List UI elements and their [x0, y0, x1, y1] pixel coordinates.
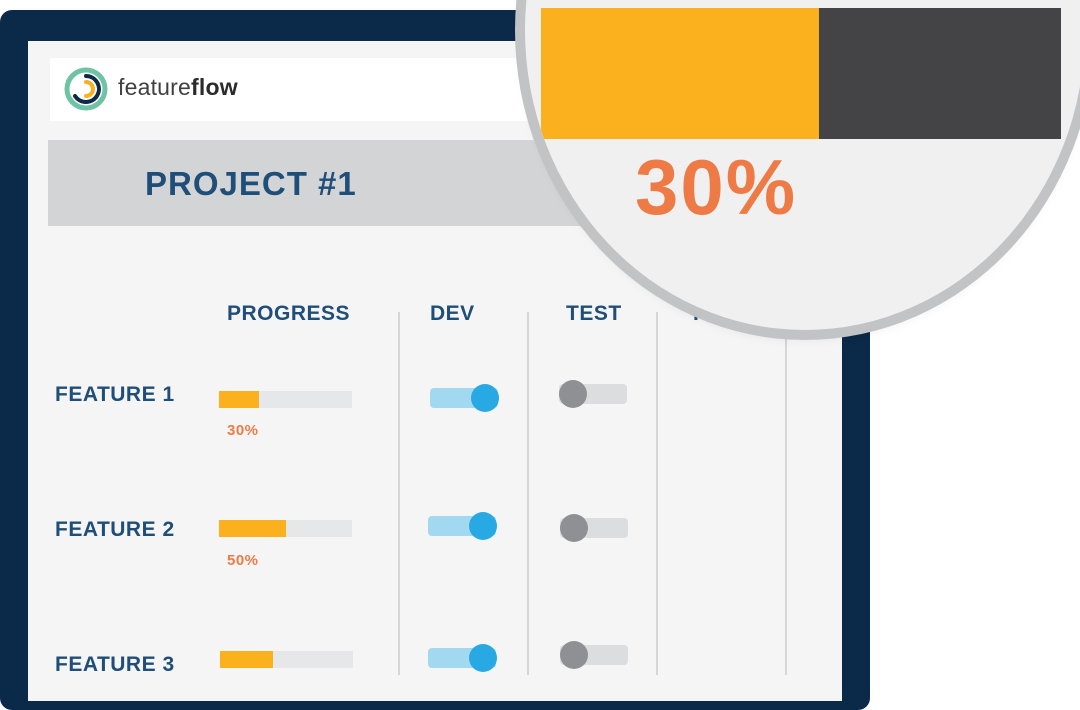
header-bar [50, 58, 570, 121]
feature-3-progress-fill [220, 651, 274, 668]
feature-1-test-toggle[interactable] [559, 380, 627, 408]
featureflow-logo-icon [64, 67, 108, 111]
app-logo-text: featureflow [118, 74, 238, 101]
feature-3-test-toggle[interactable] [560, 641, 628, 669]
project-header [48, 140, 608, 226]
feature-2-test-toggle[interactable] [560, 514, 628, 542]
toggle-knob [560, 514, 588, 542]
feature-2-progress-bar [219, 520, 352, 537]
toggle-knob [469, 644, 497, 672]
column-divider [398, 312, 400, 675]
column-divider [785, 312, 787, 675]
column-header-test: TEST [566, 302, 622, 325]
column-divider [527, 312, 529, 675]
toggle-knob [471, 384, 499, 412]
column-header-dev: DEV [430, 302, 475, 325]
feature-3-label: FEATURE 3 [55, 653, 175, 676]
feature-3-progress-bar [220, 651, 353, 668]
feature-1-dev-toggle[interactable] [430, 384, 499, 412]
feature-1-progress-bar [219, 391, 352, 408]
magnified-progress-remainder [819, 8, 1061, 139]
logo-text-light: feature [118, 74, 192, 100]
magnified-progress-percent: 30% [635, 143, 798, 231]
page-title: PROJECT #1 [145, 165, 357, 202]
feature-2-progress-percent: 50% [227, 552, 259, 569]
magnifier-callout: 30% [525, 0, 1080, 330]
logo-text-bold: flow [191, 74, 238, 100]
feature-2-progress-fill [219, 520, 286, 537]
magnified-progress-fill [541, 8, 819, 139]
feature-3-dev-toggle[interactable] [428, 644, 497, 672]
feature-1-label: FEATURE 1 [55, 383, 175, 406]
feature-2-dev-toggle[interactable] [428, 512, 497, 540]
toggle-knob [560, 641, 588, 669]
toggle-knob [559, 380, 587, 408]
feature-2-label: FEATURE 2 [55, 518, 175, 541]
column-header-progress: PROGRESS [227, 302, 351, 325]
feature-1-progress-percent: 30% [227, 422, 259, 439]
toggle-knob [469, 512, 497, 540]
column-divider [656, 312, 658, 675]
feature-1-progress-fill [219, 391, 259, 408]
